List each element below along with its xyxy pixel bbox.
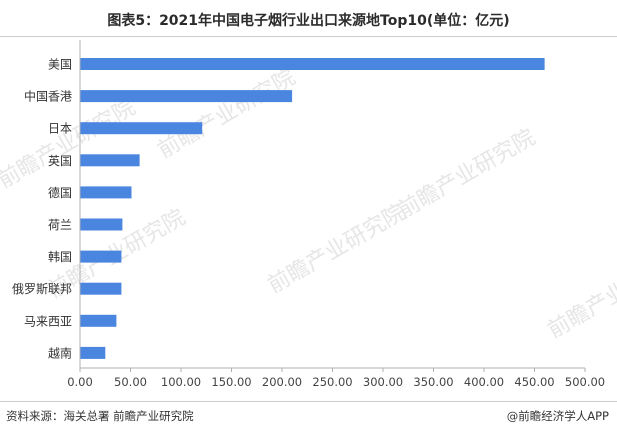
bar — [80, 122, 203, 135]
category-label: 德国 — [48, 185, 72, 200]
bar — [80, 186, 132, 199]
x-axis: 0.00 50.00 100.00 150.00 200.00 250.00 300.00 3… — [67, 40, 605, 389]
footer-divider — [0, 401, 617, 402]
bar — [80, 314, 117, 327]
x-tick-label: 400.00 — [464, 375, 504, 389]
chart-title: 图表5：2021年中国电子烟行业出口来源地Top10(单位：亿元) — [107, 13, 510, 29]
category-label: 中国香港 — [24, 89, 72, 104]
category-label: 美国 — [48, 58, 72, 72]
bars-layer — [80, 58, 545, 359]
bar — [80, 58, 545, 70]
x-tick-label: 100.00 — [161, 375, 201, 389]
credit-note: @前瞻经济学人APP — [506, 409, 609, 423]
category-label: 荷兰 — [48, 218, 72, 232]
category-label: 日本 — [48, 122, 72, 136]
bar — [80, 90, 293, 103]
x-tick-label: 50.00 — [114, 375, 147, 389]
watermark-text: 前瞻产业研究院 — [394, 125, 540, 224]
x-tick-label: 0.00 — [67, 375, 93, 389]
category-label: 英国 — [48, 154, 72, 168]
bar — [80, 154, 140, 167]
title-divider — [0, 36, 617, 37]
category-label: 越南 — [48, 345, 72, 360]
bar — [80, 250, 122, 263]
footer: 资料来源：海关总署 前瞻产业研究院 @前瞻经济学人APP — [0, 401, 617, 434]
x-tick-label: 300.00 — [363, 375, 403, 389]
x-tick-label: 250.00 — [312, 375, 352, 389]
watermark-text: 前瞻产业研究院 — [264, 200, 410, 299]
bar — [80, 218, 123, 231]
x-tick-label: 150.00 — [211, 375, 251, 389]
category-label: 韩国 — [48, 249, 72, 264]
source-note: 资料来源：海关总署 前瞻产业研究院 — [6, 409, 194, 423]
x-tick-label: 350.00 — [413, 375, 453, 389]
watermark-text: 前瞻产业研究院 — [154, 65, 300, 164]
category-label: 俄罗斯联邦 — [12, 282, 72, 296]
x-tick-label: 500.00 — [565, 375, 605, 389]
watermark-text: 前瞻产业研究院 — [0, 95, 140, 194]
x-tick-label: 450.00 — [514, 375, 554, 389]
x-tick-label: 200.00 — [262, 375, 302, 389]
watermark-text: 前瞻产业研究院 — [544, 245, 617, 344]
category-label: 马来西亚 — [24, 314, 72, 328]
bar — [80, 282, 122, 295]
bar — [80, 346, 106, 359]
